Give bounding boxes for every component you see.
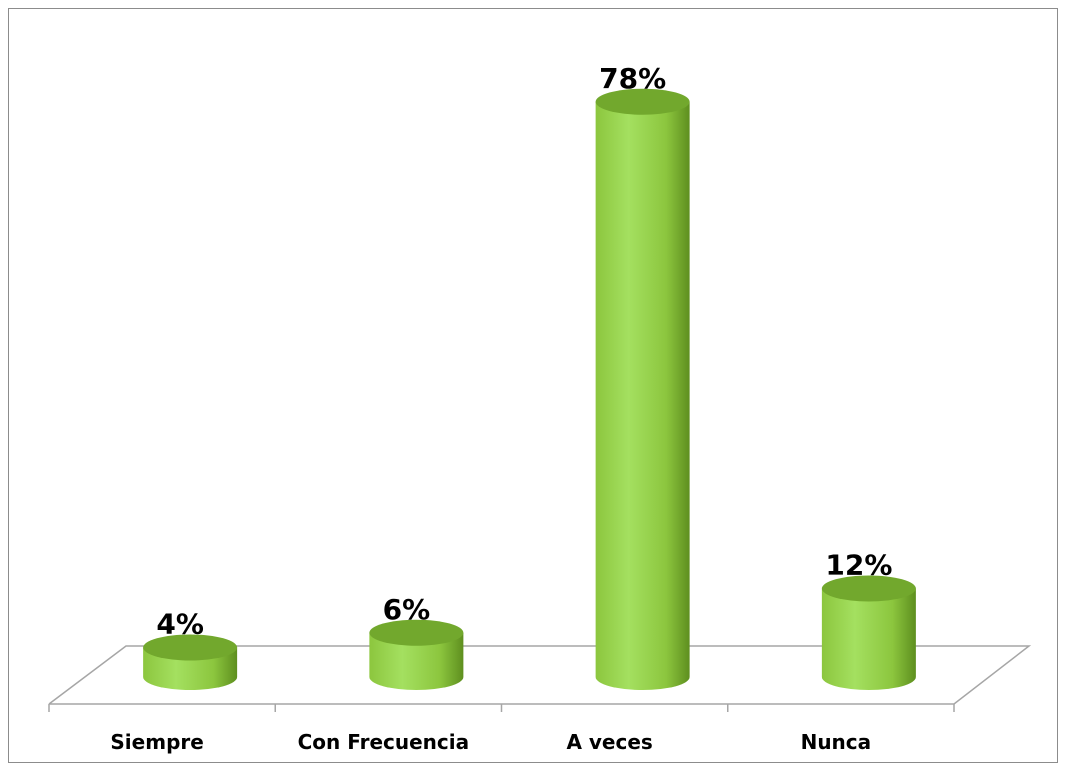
value-label: 12% <box>825 549 892 582</box>
floor-outline <box>48 645 1032 705</box>
bar-body <box>821 588 916 690</box>
bar-4 <box>821 575 916 690</box>
chart-floor <box>48 645 1032 712</box>
bar-body <box>369 632 464 690</box>
category-label: Siempre <box>110 730 203 754</box>
bar-chart: 4% Siempre 6% Con Frecuencia 78% A veces 12% Nu… <box>48 62 1032 754</box>
bar-top <box>369 619 464 646</box>
category-label: Con Frecuencia <box>298 730 470 754</box>
bar-1 <box>143 634 238 690</box>
category-label: A veces <box>566 730 652 754</box>
bar-top <box>595 88 690 115</box>
bar-top <box>821 575 916 602</box>
bars <box>143 88 916 690</box>
bar-3 <box>595 88 690 690</box>
labels: 4% Siempre 6% Con Frecuencia 78% A veces 12% Nu… <box>110 62 892 754</box>
bar-body <box>595 101 690 690</box>
value-label: 6% <box>383 593 431 626</box>
value-label: 4% <box>156 608 204 641</box>
value-label: 78% <box>599 62 666 95</box>
chart-area: 4% Siempre 6% Con Frecuencia 78% A veces 12% Nu… <box>8 8 1058 763</box>
bar-top <box>143 634 238 661</box>
bar-2 <box>369 619 464 690</box>
category-label: Nunca <box>801 730 872 754</box>
